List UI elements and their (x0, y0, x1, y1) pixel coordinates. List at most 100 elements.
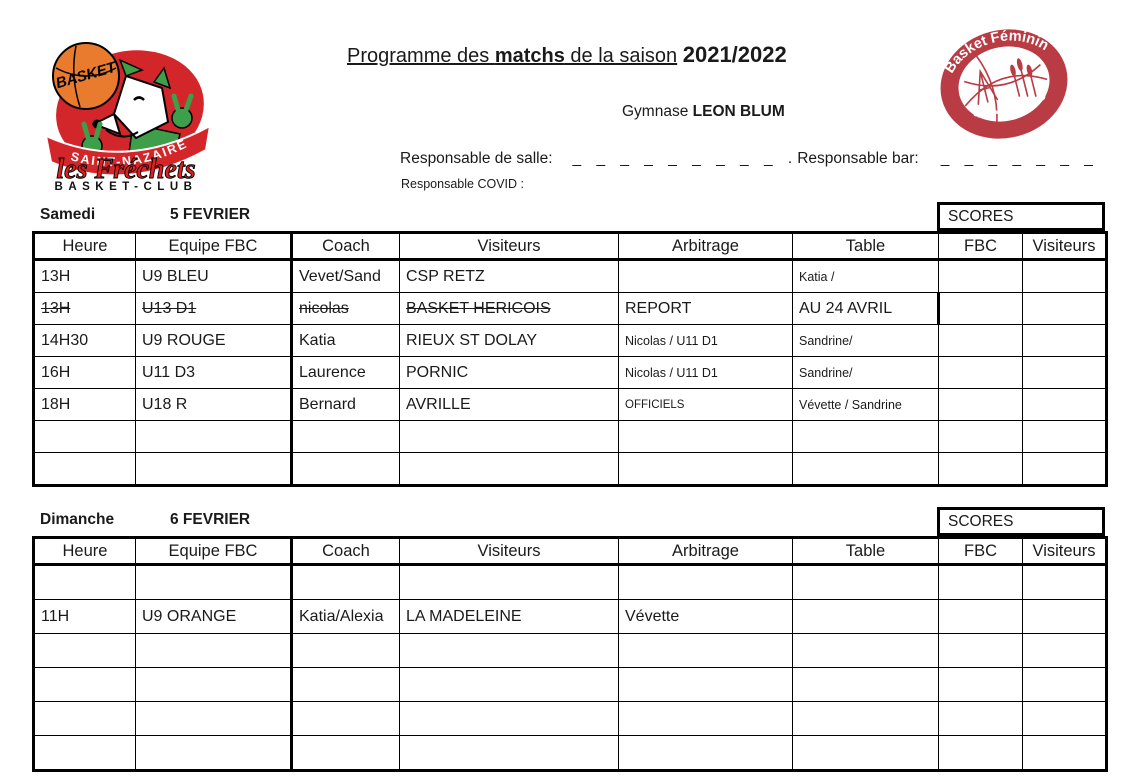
cell-visiteurs (399, 667, 619, 702)
cell-equipe: U13 D1 (135, 292, 293, 325)
sunday-header-row: Heure Equipe FBC Coach Visiteurs Arbitra… (33, 537, 1107, 566)
cell-arbitrage: OFFICIELS (618, 388, 793, 421)
saturday-date-label: 5 FEVRIER (170, 206, 251, 223)
saturday-schedule-table: Heure Equipe FBC Coach Visiteurs Arbitra… (32, 231, 1108, 487)
empty-row (33, 735, 1107, 771)
title-mid: de la saison (564, 45, 678, 67)
cell-score-visiteurs (1022, 388, 1107, 421)
match-row: 16H U11 D3 Laurence PORNIC Nicolas / U11… (33, 356, 1107, 389)
match-row: 18H U18 R Bernard AVRILLE OFFICIELS Véve… (33, 388, 1107, 421)
cell-heure: 14H30 (33, 324, 136, 357)
match-row: 14H30 U9 ROUGE Katia RIEUX ST DOLAY Nico… (33, 324, 1107, 357)
header-cell-heure: Heure (33, 232, 136, 261)
cell-score-fbc (938, 420, 1023, 453)
cell-visiteurs: LA MADELEINE (399, 599, 619, 634)
header-cell-visiteurs-score: Visiteurs (1022, 232, 1107, 261)
header-cell-equipe-fbc: Equipe FBC (135, 537, 293, 566)
cell-coach: nicolas (291, 292, 400, 325)
cell-visiteurs: RIEUX ST DOLAY (399, 324, 619, 357)
empty-row (33, 701, 1107, 736)
resp-bar-label: Responsable bar: (797, 150, 919, 167)
saturday-header-row: Heure Equipe FBC Coach Visiteurs Arbitra… (33, 232, 1107, 261)
cell-coach: Bernard (291, 388, 400, 421)
cell-arbitrage (618, 259, 793, 293)
cell-equipe (135, 667, 293, 702)
sunday-schedule-table: Heure Equipe FBC Coach Visiteurs Arbitra… (32, 536, 1108, 772)
cell-equipe: U9 BLEU (135, 259, 293, 293)
header-cell-fbc-score: FBC (938, 537, 1023, 566)
cell-score-fbc (938, 667, 1023, 702)
header-cell-fbc-score: FBC (938, 232, 1023, 261)
header-cell-coach: Coach (291, 232, 400, 261)
cell-heure (33, 701, 136, 736)
empty-row (33, 564, 1107, 600)
sunday-day-label: Dimanche (40, 511, 115, 528)
cell-visiteurs: AVRILLE (399, 388, 619, 421)
club-logo-les-frechets: BASKET SAINT-NAZAIRE les Fréchets BASKET… (30, 26, 218, 197)
match-row: 13H U9 BLEU Vevet/Sand CSP RETZ Katia / (33, 259, 1107, 293)
cell-coach (291, 564, 400, 600)
cell-visiteurs (399, 701, 619, 736)
empty-row (33, 420, 1107, 453)
resp-salle-blank-field: _ _ _ _ _ _ _ _ _ . (572, 150, 794, 167)
cell-score-visiteurs (1022, 259, 1107, 293)
resp-bar-blank-field: _ _ _ _ _ _ _ (940, 150, 1094, 167)
cell-score-visiteurs (1022, 735, 1107, 771)
cell-table (792, 420, 939, 453)
cell-coach: Laurence (291, 356, 400, 389)
header-cell-table: Table (792, 232, 939, 261)
cell-arbitrage (618, 701, 793, 736)
cell-heure (33, 420, 136, 453)
cell-arbitrage (618, 420, 793, 453)
cell-arbitrage (618, 735, 793, 771)
sunday-title-row: Dimanche 6 FEVRIER SCORES (32, 507, 1105, 536)
cell-equipe (135, 420, 293, 453)
club-subname-text: BASKET-CLUB (55, 181, 198, 192)
scores-header-box: SCORES (937, 202, 1105, 231)
cell-heure (33, 667, 136, 702)
cell-arbitrage (618, 564, 793, 600)
cell-visiteurs (399, 452, 619, 486)
cell-score-fbc (938, 735, 1023, 771)
cell-arbitrage (618, 667, 793, 702)
les-frechets-logo-graphic: BASKET SAINT-NAZAIRE les Fréchets BASKET… (44, 42, 212, 193)
cell-coach (291, 701, 400, 736)
header-cell-visiteurs-score: Visiteurs (1022, 537, 1107, 566)
cell-table: Katia / (792, 259, 939, 293)
header-cell-coach: Coach (291, 537, 400, 566)
club-name-text: les Fréchets (56, 154, 195, 185)
cell-arbitrage: REPORT (618, 292, 793, 325)
cell-equipe: U9 ROUGE (135, 324, 293, 357)
cell-heure: 13H (33, 259, 136, 293)
cell-table (792, 701, 939, 736)
cell-coach: Vevet/Sand (291, 259, 400, 293)
header-cell-table: Table (792, 537, 939, 566)
header-cell-equipe-fbc: Equipe FBC (135, 232, 293, 261)
cell-score-visiteurs (1022, 564, 1107, 600)
cell-score-fbc (938, 388, 1023, 421)
cell-table (792, 667, 939, 702)
cell-coach (291, 633, 400, 668)
cell-coach (291, 735, 400, 771)
basketball-icon: BASKET (52, 42, 120, 110)
resp-covid-label: Responsable COVID : (401, 177, 524, 191)
cell-arbitrage: Nicolas / U11 D1 (618, 356, 793, 389)
gym-label: Gymnase (622, 103, 693, 120)
cell-score-fbc (937, 292, 1023, 325)
cell-visiteurs: CSP RETZ (399, 259, 619, 293)
cell-arbitrage (618, 452, 793, 486)
cell-equipe (135, 564, 293, 600)
cell-equipe (135, 633, 293, 668)
cell-heure (33, 564, 136, 600)
page-title: Programme des matchs de la saison 2021/2… (347, 42, 787, 68)
cell-score-visiteurs (1022, 292, 1107, 325)
cell-arbitrage: Vévette (618, 599, 793, 634)
resp-salle-label: Responsable de salle: (400, 150, 553, 167)
cell-visiteurs: PORNIC (399, 356, 619, 389)
header-cell-visiteurs: Visiteurs (399, 232, 619, 261)
cell-table (792, 564, 939, 600)
cell-heure: 11H (33, 599, 136, 634)
cell-table (792, 599, 939, 634)
cell-score-fbc (938, 259, 1023, 293)
